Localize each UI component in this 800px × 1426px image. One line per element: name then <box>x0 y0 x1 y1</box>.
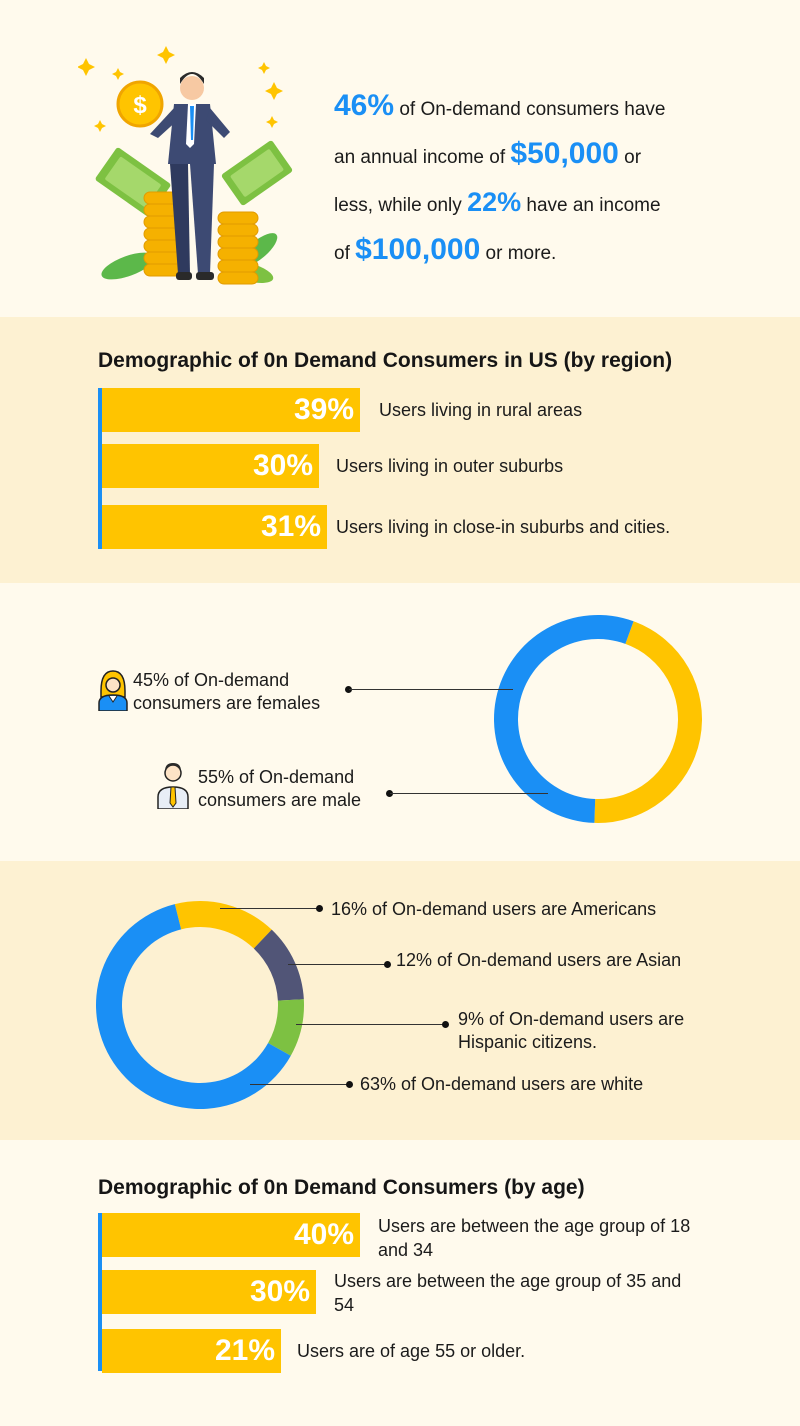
income-line-4: of $100,000 or more. <box>334 228 774 276</box>
age-bar-label: Users are between the age group of 18 an… <box>378 1216 691 1260</box>
region-bar <box>102 444 319 488</box>
ethnicity-americans-dot <box>316 905 323 912</box>
region-section: Demographic of 0n Demand Consumers in US… <box>0 317 800 583</box>
gender-slice-females <box>594 621 702 823</box>
age-axis-line <box>98 1213 102 1371</box>
region-bar-row: 31% <box>102 505 327 549</box>
ethnicity-white-dot <box>346 1081 353 1088</box>
region-bar-label: Users living in outer suburbs <box>336 456 564 476</box>
ethnicity-americans-leader-line <box>220 908 318 909</box>
age-bar-label: Users are between the age group of 35 an… <box>334 1271 682 1315</box>
region-bar-pct: 30% <box>252 449 313 482</box>
region-bar-label: Users living in close-in suburbs and cit… <box>336 517 671 537</box>
age-section: Demographic of 0n Demand Consumers (by a… <box>0 1140 800 1426</box>
ethnicity-asian-dot <box>384 961 391 968</box>
income-text-3b: have an income <box>521 195 661 216</box>
ethnicity-hispanic-callout: 9% of On-demand users are Hispanic citiz… <box>458 1009 685 1052</box>
ethnicity-donut-chart <box>96 901 304 1109</box>
region-title: Demographic of 0n Demand Consumers in US… <box>98 349 673 372</box>
ethnicity-asian-leader-line <box>288 964 386 965</box>
age-title: Demographic of 0n Demand Consumers (by a… <box>98 1176 585 1199</box>
region-bar <box>102 388 360 432</box>
gender-male-callout: 55% of On-demand consumers are male <box>198 767 362 810</box>
gender-male-dot <box>386 790 393 797</box>
svg-text:$: $ <box>133 92 147 119</box>
income-section: $ 46% of On-demand consumers have an ann… <box>0 0 800 317</box>
ethnicity-asian-callout: 12% of On-demand users are Asian <box>396 950 682 970</box>
gender-section: 45% of On-demand consumers are females 5… <box>0 583 800 861</box>
ethnicity-section: 16% of On-demand users are Americans 12%… <box>0 861 800 1140</box>
region-bar-pct: 39% <box>293 393 354 426</box>
gender-female-leader-line <box>349 689 513 690</box>
age-bar <box>102 1329 281 1373</box>
income-text-4b: or more. <box>480 243 557 264</box>
income-text-4a: of <box>334 243 356 264</box>
age-bar <box>102 1270 316 1314</box>
age-bar-pct: 40% <box>293 1218 354 1251</box>
region-bar-label: Users living in rural areas <box>379 400 583 420</box>
ethnicity-white-callout: 63% of On-demand users are white <box>360 1074 644 1094</box>
region-bar-row: 39% <box>102 388 360 432</box>
gender-female-dot <box>345 686 352 693</box>
age-bar-pct: 21% <box>214 1334 275 1367</box>
ethnicity-slice-hispanic-citizens <box>268 999 304 1056</box>
ethnicity-americans-callout: 16% of On-demand users are Americans <box>331 899 657 919</box>
gender-male-leader-line <box>390 793 548 794</box>
ethnicity-white-leader-line <box>250 1084 348 1085</box>
gender-female-callout: 45% of On-demand consumers are females <box>133 670 321 713</box>
ethnicity-slice-americans <box>174 901 272 949</box>
ethnicity-slice-asian <box>253 929 304 1001</box>
ethnicity-hispanic-dot <box>442 1021 449 1028</box>
age-bar-row: 40% <box>102 1213 360 1257</box>
income-text-1: of On-demand consumers have <box>394 99 666 120</box>
income-line-1: 46% of On-demand consumers have <box>334 84 774 132</box>
age-bar-pct: 30% <box>249 1275 310 1308</box>
age-bar-label: Users are of age 55 or older. <box>297 1341 526 1361</box>
ethnicity-hispanic-leader-line <box>296 1024 444 1025</box>
income-text-3a: less, while only <box>334 195 468 216</box>
income-amount-50k: $50,000 <box>510 137 619 170</box>
region-bar-row: 30% <box>102 444 319 488</box>
income-text-2a: an annual income of <box>334 147 511 168</box>
age-bar <box>102 1213 360 1257</box>
income-line-2: an annual income of $50,000 or <box>334 132 774 180</box>
age-bar-row: 21% <box>102 1329 281 1373</box>
income-statement: 46% of On-demand consumers have an annua… <box>334 84 774 276</box>
money-man-illustration-icon: $ <box>78 46 293 285</box>
income-amount-100k: $100,000 <box>355 233 481 266</box>
income-pct-46: 46% <box>334 89 395 122</box>
female-user-icon <box>98 670 128 711</box>
region-axis-line <box>98 388 102 549</box>
region-bar-pct: 31% <box>260 510 321 543</box>
age-bar-row: 30% <box>102 1270 316 1314</box>
income-line-3: less, while only 22% have an income <box>334 180 774 228</box>
gender-donut-chart <box>494 615 702 823</box>
region-bar <box>102 505 327 549</box>
income-pct-22: 22% <box>467 187 522 217</box>
male-user-icon <box>157 763 189 809</box>
gender-slice-male <box>494 615 634 823</box>
income-text-2b: or <box>618 147 642 168</box>
